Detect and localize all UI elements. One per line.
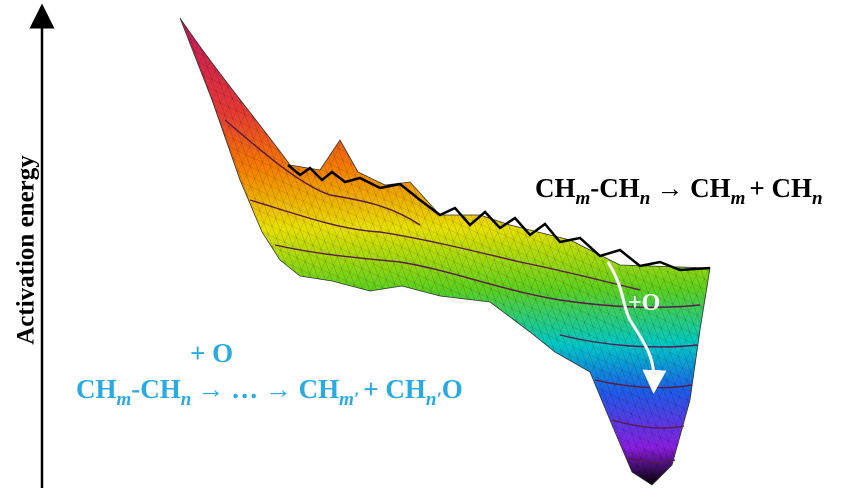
formula-part: -CH: [590, 173, 640, 203]
formula-part: → CH: [656, 173, 730, 203]
reaction-bottom: + O CHm-CHn→ … → CHm′+ CHn′O: [76, 338, 463, 410]
condition: + O: [190, 338, 233, 368]
formula-sub: m: [117, 389, 132, 410]
figure: Activation energy +O CHm-CHn→ CHm+ CHn +…: [0, 0, 864, 491]
axis-label: Activation energy: [13, 155, 40, 345]
reaction-top: CHm-CHn→ CHm+ CHn: [535, 173, 823, 209]
formula-sub: n: [812, 188, 823, 209]
formula-part: → … → CH: [197, 374, 339, 404]
formula-part: CH: [76, 374, 117, 404]
surface-label: +O: [628, 290, 660, 316]
formula-part: + CH: [363, 374, 426, 404]
formula-sub: n′: [426, 389, 442, 410]
formula-sub: m: [576, 188, 591, 209]
formula-sub: n: [640, 188, 651, 209]
formula-part: CH: [535, 173, 576, 203]
formula-sub: m: [731, 188, 746, 209]
formula: CHm-CHn→ … → CHm′+ CHn′O: [76, 374, 463, 410]
formula-part: O: [442, 374, 463, 404]
formula-part: -CH: [131, 374, 181, 404]
formula-sub: m′: [339, 389, 359, 410]
energy-surface: +O: [180, 18, 710, 485]
formula-sub: n: [181, 389, 192, 410]
formula-part: + CH: [749, 173, 812, 203]
